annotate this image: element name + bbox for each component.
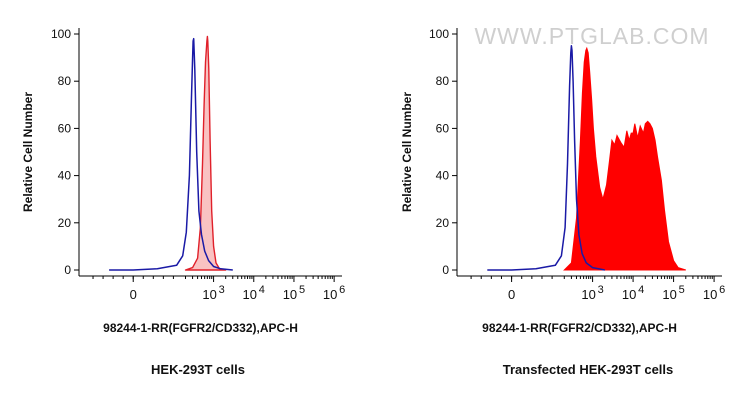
- x-tick-exponent: 6: [339, 284, 345, 296]
- y-axis-label: Relative Cell Number: [21, 92, 35, 212]
- y-tick-label: 80: [436, 74, 450, 88]
- y-tick-label: 60: [58, 121, 72, 135]
- x-tick-label: 0: [508, 287, 515, 302]
- sample-histogram: [563, 46, 686, 271]
- x-tick-label: 10: [283, 287, 297, 302]
- x-tick-label: 10: [662, 287, 676, 302]
- y-tick-label: 100: [429, 27, 449, 41]
- x-axis-label: 98244-1-RR(FGFR2/CD332),APC-H: [482, 321, 677, 335]
- x-tick-exponent: 4: [638, 284, 644, 296]
- y-tick-label: 20: [58, 216, 72, 230]
- x-tick-exponent: 4: [259, 284, 265, 296]
- x-tick-exponent: 6: [719, 284, 725, 296]
- y-tick-label: 100: [51, 27, 71, 41]
- panel-caption-left: HEK-293T cells: [151, 362, 245, 377]
- x-axis-label: 98244-1-RR(FGFR2/CD332),APC-H: [103, 321, 298, 335]
- x-tick-exponent: 3: [598, 284, 604, 296]
- x-tick-exponent: 3: [219, 284, 225, 296]
- y-tick-label: 0: [64, 263, 71, 277]
- y-tick-label: 40: [58, 169, 72, 183]
- x-tick-exponent: 5: [679, 284, 685, 296]
- x-tick-label: 10: [622, 287, 636, 302]
- panel-caption-right: Transfected HEK-293T cells: [502, 362, 674, 377]
- y-axis-label: Relative Cell Number: [400, 92, 414, 212]
- y-tick-label: 40: [436, 169, 450, 183]
- x-tick-label: 10: [581, 287, 595, 302]
- y-tick-label: 60: [436, 121, 450, 135]
- control-histogram-line: [109, 37, 233, 271]
- y-tick-label: 20: [436, 216, 450, 230]
- watermark: WWW.PTGLAB.COM: [474, 23, 709, 49]
- y-tick-label: 80: [58, 74, 72, 88]
- x-tick-label: 10: [323, 287, 337, 302]
- x-tick-label: 0: [130, 287, 137, 302]
- y-tick-label: 0: [442, 263, 449, 277]
- control-histogram-line: [487, 45, 605, 271]
- x-tick-exponent: 5: [299, 284, 305, 296]
- x-tick-label: 10: [202, 287, 216, 302]
- sample-histogram: [184, 35, 227, 271]
- x-tick-label: 10: [243, 287, 257, 302]
- x-tick-label: 10: [703, 287, 717, 302]
